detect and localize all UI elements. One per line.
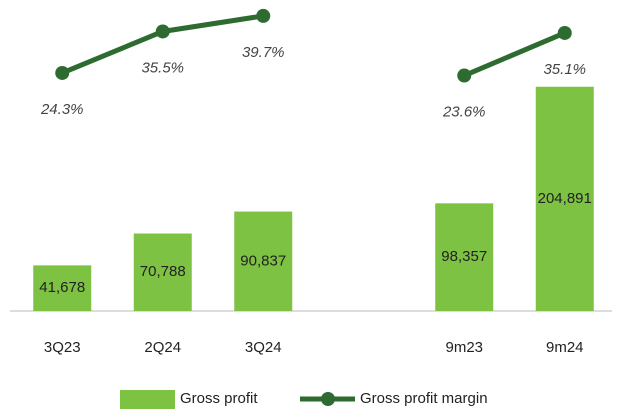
bar bbox=[33, 265, 92, 311]
data-label: 70,788 bbox=[140, 263, 186, 280]
data-label: 39.7% bbox=[242, 44, 285, 61]
data-label: 35.5% bbox=[141, 59, 184, 76]
data-label: 35.1% bbox=[543, 61, 586, 78]
line-marker bbox=[256, 8, 271, 23]
legend-swatch bbox=[321, 392, 335, 406]
line-marker bbox=[55, 65, 70, 80]
line-marker bbox=[457, 68, 472, 83]
x-tick-label: 9m23 bbox=[445, 339, 483, 356]
bar bbox=[133, 233, 192, 311]
data-label: 24.3% bbox=[40, 101, 84, 118]
data-label: 90,837 bbox=[240, 252, 286, 269]
x-tick-label: 3Q23 bbox=[44, 339, 81, 356]
legend-swatch bbox=[120, 390, 175, 409]
data-label: 41,678 bbox=[39, 279, 85, 296]
line-marker bbox=[155, 24, 170, 39]
data-label: 98,357 bbox=[441, 248, 487, 265]
x-tick-label: 3Q24 bbox=[245, 339, 282, 356]
bar bbox=[234, 211, 293, 311]
line-marker bbox=[557, 25, 572, 40]
data-label: 204,891 bbox=[538, 190, 592, 207]
x-tick-label: 2Q24 bbox=[144, 339, 181, 356]
x-tick-label: 9m24 bbox=[546, 339, 584, 356]
legend-label: Gross profit bbox=[180, 390, 258, 407]
bar bbox=[535, 86, 594, 311]
legend-label: Gross profit margin bbox=[360, 390, 488, 407]
data-label: 23.6% bbox=[442, 104, 486, 121]
line bbox=[61, 13, 566, 78]
bar bbox=[435, 203, 494, 311]
